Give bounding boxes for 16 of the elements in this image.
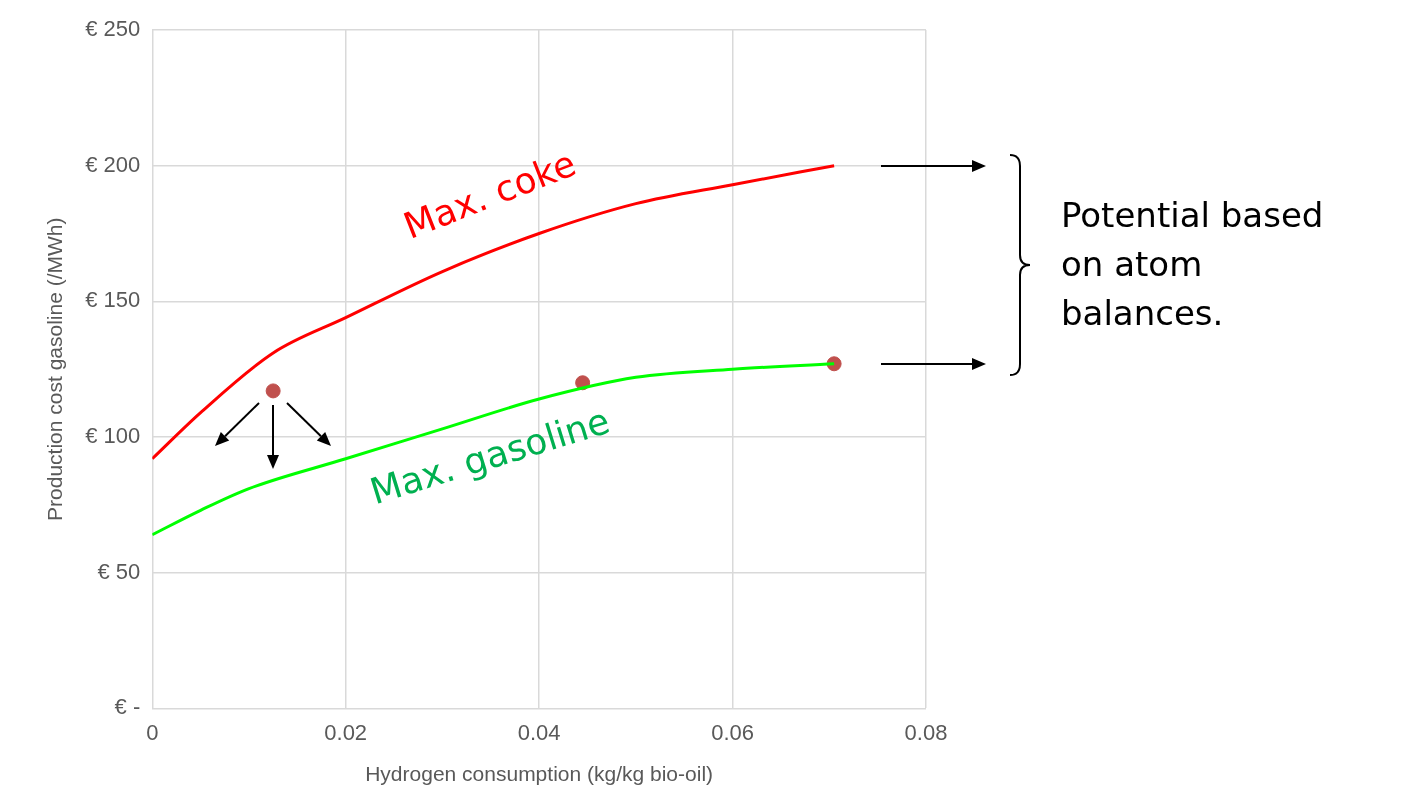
x-tick-label: 0.02 [324,719,368,745]
x-tick-label: 0 [146,719,159,745]
text: Potential based on atom balances. [1061,193,1325,336]
y-tick-label: € 50 [97,558,141,584]
point [265,383,281,399]
text: Max. coke [398,142,582,247]
y-axis-title: Production cost gasoline (/MWh) [43,217,67,521]
x-tick-label: 0.04 [517,719,561,745]
y-tick-label: € 200 [85,151,141,177]
x-tick-label: 0.06 [711,719,754,745]
y-tick-label: € 150 [85,287,141,313]
y-tick-label: € - [114,694,141,720]
x-axis-title: Hydrogen consumption (kg/kg bio-oil) [365,762,714,786]
x-tick-label: 0.08 [904,719,948,745]
y-tick-label: € 250 [85,16,141,42]
y-tick-label: € 100 [85,423,141,449]
